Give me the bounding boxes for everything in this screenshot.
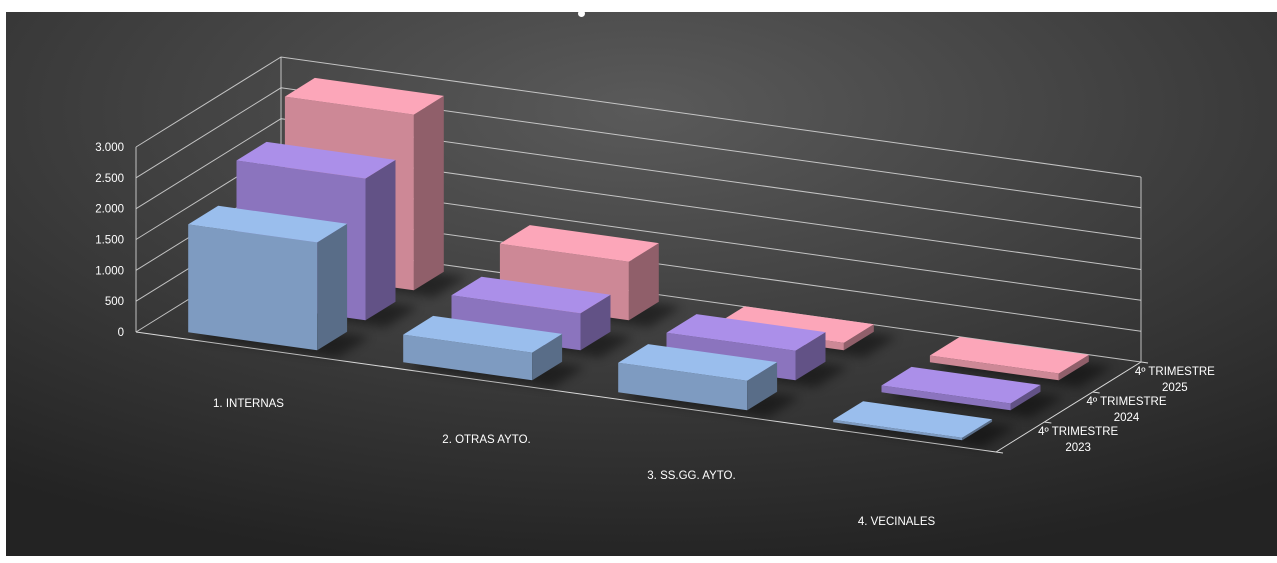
series-axis-tick [1140,361,1149,364]
series-axis [995,361,1142,453]
y-tick-label: 500 [105,296,124,308]
chart-area[interactable]: 0 500 1.000 1.500 2.000 2.500 3.000 1. INTERNAS… [6,12,1277,556]
y-tick-label: 2.000 [95,204,124,216]
bar-side-face[interactable] [747,362,778,411]
bar-top-face[interactable] [499,225,659,262]
bar-side-face[interactable] [843,324,874,351]
category-label: 2. OTRAS AYTO. [442,434,530,446]
bar-side-face[interactable] [413,95,444,291]
series-axis-tick [995,451,1004,454]
y-tick-label: 2.500 [95,173,124,185]
chart-selection-handle[interactable] [578,10,585,17]
bar-front-face[interactable] [929,355,1059,381]
y-tick-label: 1.500 [95,235,124,247]
bar-top-face[interactable] [714,306,874,343]
bar-side-face[interactable] [795,332,826,381]
bar[interactable] [618,344,801,418]
bar-side-face[interactable] [365,159,396,321]
y-tick-label: 3.000 [95,142,124,154]
bar-top-face[interactable] [881,366,1041,404]
y-tick-label: 0 [118,327,124,339]
bar-side-face[interactable] [628,243,659,321]
bar[interactable] [929,336,1113,388]
category-label: 4. VECINALES [858,516,936,528]
bar-side-face[interactable] [1010,384,1041,411]
bar[interactable] [188,205,371,358]
series-label: 4º TRIMESTRE 2024 [1086,396,1166,424]
bar[interactable] [403,315,586,388]
category-label: 1. INTERNAS [213,398,284,410]
bar[interactable] [833,401,1016,448]
series-label: 4º TRIMESTRE 2023 [1038,426,1118,454]
category-label: 3. SS.GG. AYTO. [647,470,735,482]
series-label: 4º TRIMESTRE 2025 [1135,366,1215,394]
bar-side-face[interactable] [962,419,993,441]
bar-top-face[interactable] [236,141,396,179]
bar-side-face[interactable] [317,223,348,351]
bar-top-face[interactable] [666,314,826,351]
bar-front-face[interactable] [618,362,748,411]
series-axis-tick [1092,391,1100,394]
bar-side-face[interactable] [1058,354,1089,381]
bar-top-face[interactable] [451,276,611,314]
bar-top-face[interactable] [188,205,348,243]
chart-3d-column: 0 500 1.000 1.500 2.000 2.500 3.000 1. INTERNAS… [6,12,1277,556]
bar-side-face[interactable] [532,333,563,381]
bar-top-face[interactable] [833,401,993,438]
bar-top-face[interactable] [284,77,444,115]
bar-top-face[interactable] [618,344,778,381]
y-tick-label: 1.000 [95,265,124,277]
series-axis-tick [1044,421,1052,424]
bar-top-face[interactable] [929,336,1089,374]
bar[interactable] [881,366,1064,418]
bar-front-face[interactable] [833,419,963,441]
bar-front-face[interactable] [188,224,318,351]
bar-top-face[interactable] [403,315,563,353]
bar-front-face[interactable] [881,385,1011,411]
category-axis [135,331,997,453]
bar-front-face[interactable] [403,334,533,381]
bar-side-face[interactable] [580,294,611,351]
